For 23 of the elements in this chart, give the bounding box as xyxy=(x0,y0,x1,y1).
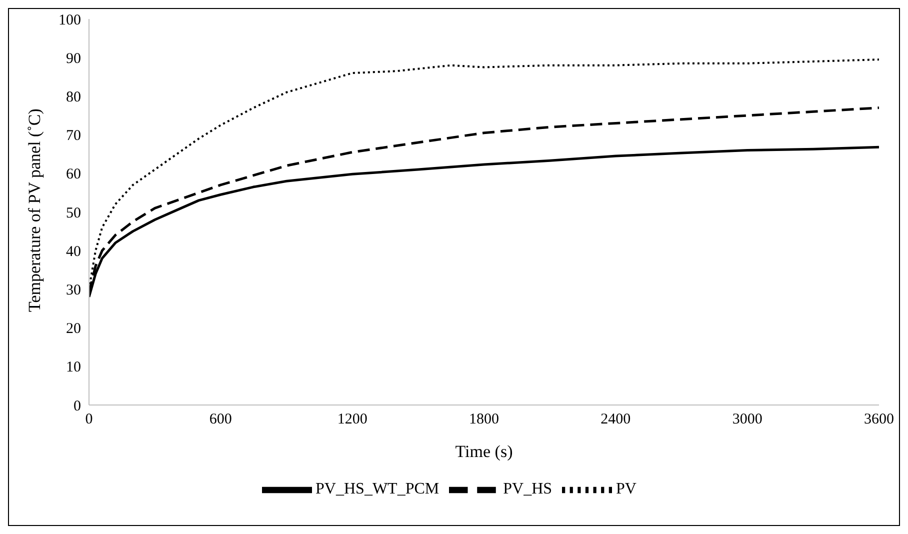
y-tick-label: 50 xyxy=(66,205,81,222)
y-tick-label: 60 xyxy=(66,166,81,183)
y-tick-label: 90 xyxy=(66,50,81,67)
x-tick-label: 3600 xyxy=(864,412,894,428)
x-tick-label: 600 xyxy=(209,412,232,428)
x-axis-title: Time (s) xyxy=(455,442,513,461)
y-tick-label: 0 xyxy=(74,398,81,414)
x-tick-label: 1800 xyxy=(469,412,499,428)
legend-label: PV_HS xyxy=(503,480,552,498)
y-tick-label: 40 xyxy=(66,244,81,260)
x-tick-label: 0 xyxy=(85,412,93,428)
y-tick-label: 30 xyxy=(66,282,81,299)
legend-label: PV_HS_WT_PCM xyxy=(316,480,440,498)
y-tick-label: 100 xyxy=(58,12,81,28)
legend-label: PV xyxy=(616,480,636,498)
x-tick-label: 3000 xyxy=(732,412,762,428)
x-tick-label: 2400 xyxy=(600,412,631,428)
y-tick-label: 80 xyxy=(66,90,81,106)
y-tick-label: 10 xyxy=(66,360,81,376)
x-tick-label: 1200 xyxy=(337,412,368,428)
y-tick-label: 20 xyxy=(66,321,81,338)
y-axis-title: Temperature of PV panel (˚C) xyxy=(25,108,44,312)
y-tick-label: 70 xyxy=(66,128,81,144)
